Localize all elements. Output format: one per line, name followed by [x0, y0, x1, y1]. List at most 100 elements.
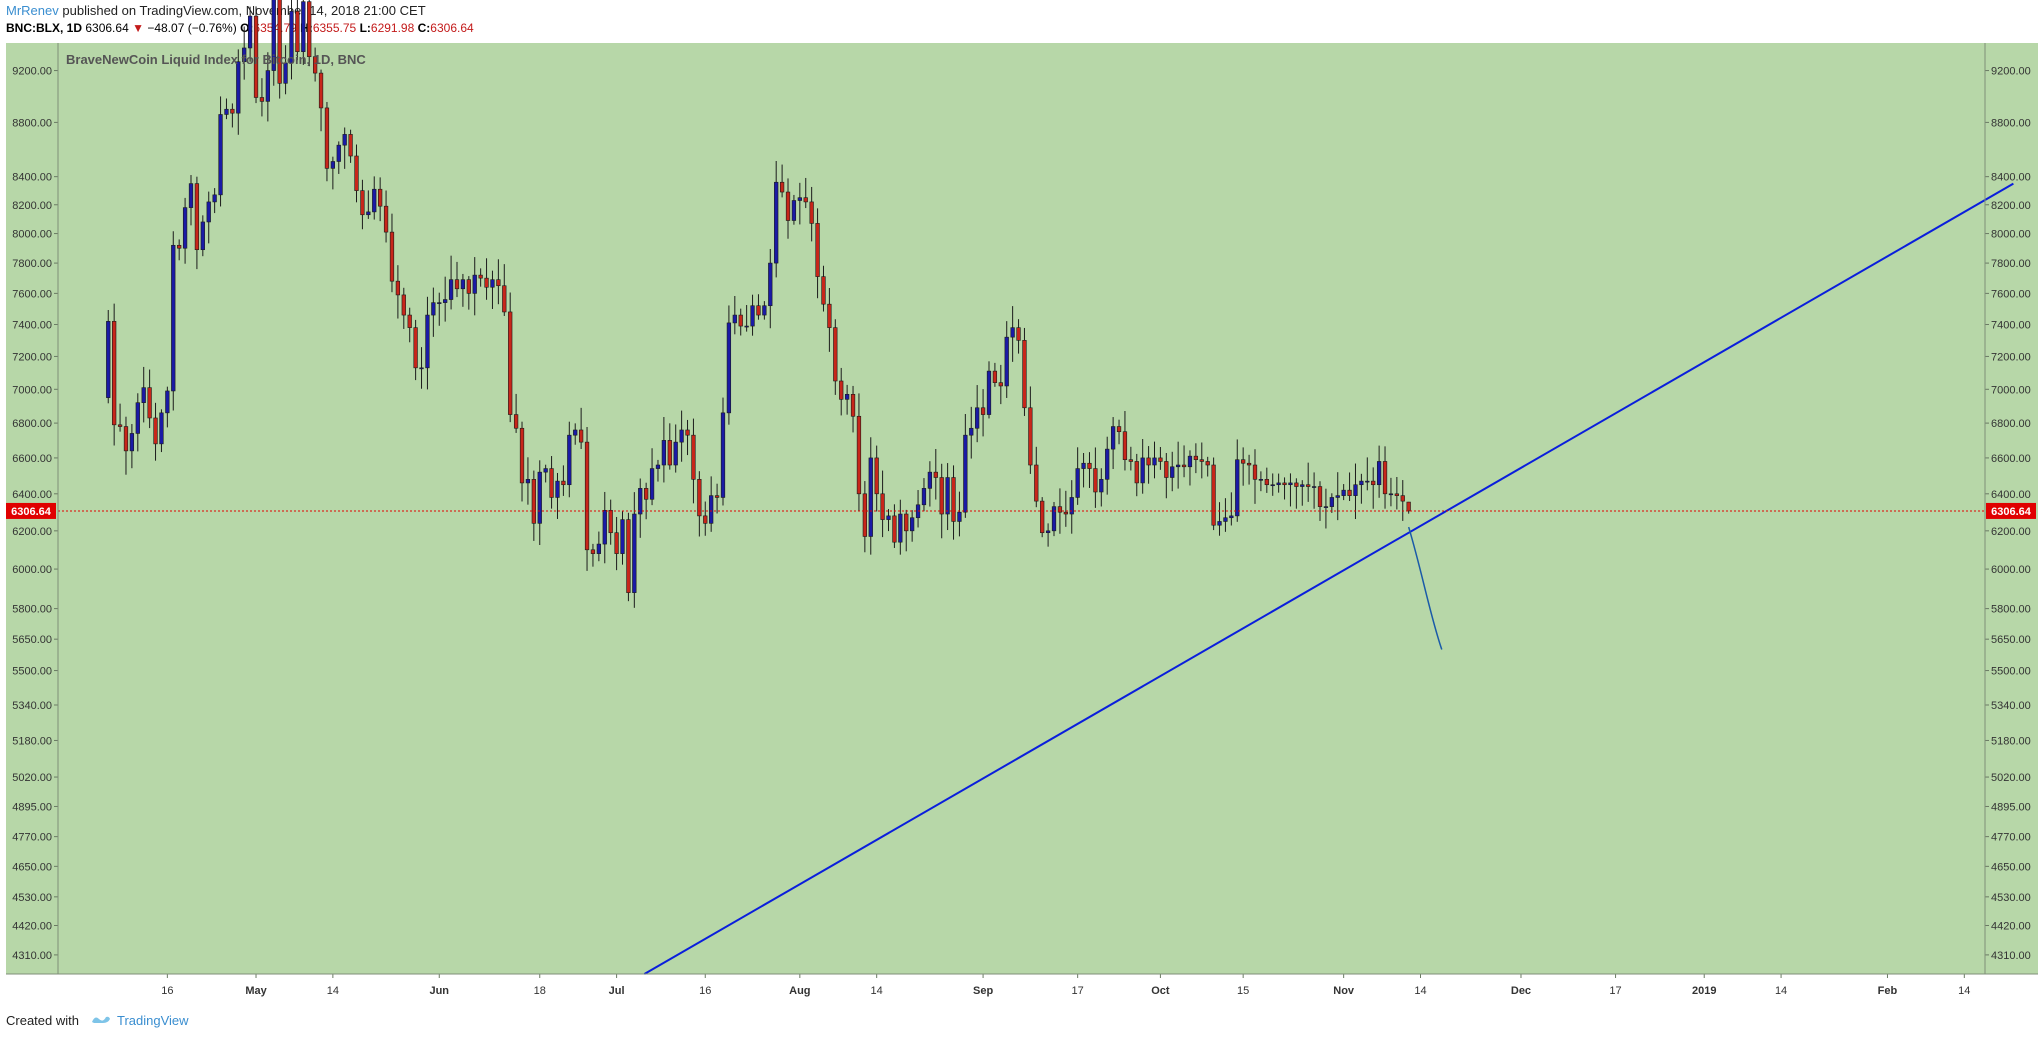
candle-body	[945, 477, 950, 515]
candle-body	[691, 434, 696, 480]
projection-curve	[1407, 526, 1443, 650]
y-tick-label: 4420.00	[12, 921, 52, 933]
x-tick-label: 16	[161, 985, 173, 997]
candles	[106, 0, 1411, 608]
y-tick-label: 7600.00	[12, 288, 52, 300]
candle-body	[774, 181, 779, 264]
candle-body	[685, 429, 690, 436]
y-tick-label: 8000.00	[12, 229, 52, 241]
candle-body	[218, 114, 223, 196]
candle-body	[1152, 457, 1157, 466]
candle-body	[472, 274, 477, 294]
candle-body	[939, 477, 944, 515]
y-tick-label: 6400.00	[12, 489, 52, 501]
author-link[interactable]: MrRenev	[6, 3, 59, 18]
candle-body	[720, 412, 726, 498]
y-tick-label: 6600.00	[1991, 453, 2031, 465]
candle-body	[171, 244, 176, 392]
candle-body	[827, 303, 832, 328]
y-tick-label: 4420.00	[1991, 921, 2031, 933]
candle-body	[797, 197, 802, 201]
y-tick-label: 7200.00	[12, 351, 52, 363]
x-tick-label: Nov	[1333, 985, 1355, 997]
candle-body	[803, 197, 808, 203]
candle-body	[265, 70, 270, 102]
x-tick-label: Dec	[1511, 985, 1531, 997]
time-axis[interactable]: 16 May 14 Jun 18 Jul 16 Aug 14 Sep 17 Oct 15 Nov 14 Dec…	[161, 974, 1970, 997]
candle-body	[1282, 482, 1287, 486]
candle-body	[519, 427, 525, 484]
candle-body	[1270, 484, 1275, 487]
candle-body	[904, 513, 909, 532]
y-tick-label: 8800.00	[12, 117, 52, 129]
x-tick-label: 16	[699, 985, 711, 997]
price-change: −48.07 (−0.76%)	[147, 21, 237, 35]
candle-body	[395, 280, 401, 296]
y-tick-label: 7000.00	[1991, 384, 2031, 396]
candle-body	[697, 479, 702, 517]
x-tick-label: May	[245, 985, 267, 997]
candle-body	[1045, 530, 1051, 534]
candle-body	[549, 468, 554, 498]
y-tick-label: 8200.00	[12, 200, 52, 212]
candle-body	[1329, 497, 1334, 507]
candle-body	[1199, 459, 1204, 462]
y-tick-label: 5800.00	[12, 604, 52, 616]
candle-body	[460, 279, 466, 290]
candle-body	[1087, 462, 1092, 469]
candle-body	[768, 262, 773, 307]
candle-body	[1110, 426, 1116, 450]
candle-body	[289, 10, 294, 64]
right-price-axis[interactable]: 9200.00 8800.00 8400.00 8200.00 8000.00 7800.…	[1985, 66, 2031, 962]
candle-body	[242, 47, 247, 63]
candle-body	[927, 471, 933, 489]
y-tick-label: 6400.00	[1991, 489, 2031, 501]
tradingview-link[interactable]: TradingView	[116, 1013, 189, 1028]
candle-body	[1069, 497, 1074, 515]
candle-body	[1288, 482, 1293, 486]
candle-body	[247, 15, 253, 49]
candle-body	[147, 387, 152, 419]
y-tick-label: 6800.00	[1991, 418, 2031, 430]
candle-body	[844, 394, 850, 400]
candle-body	[1223, 517, 1228, 522]
candle-body	[649, 468, 655, 500]
candle-body	[880, 493, 885, 520]
candle-body	[1276, 482, 1281, 486]
tradingview-logo-icon[interactable]	[91, 1013, 111, 1028]
candle-body	[348, 134, 353, 157]
candle-body	[667, 440, 672, 466]
candle-body	[318, 72, 324, 109]
y-tick-label: 6200.00	[1991, 526, 2031, 538]
candle-body	[963, 434, 968, 513]
candle-body	[1211, 464, 1216, 526]
candle-body	[1122, 431, 1128, 460]
candle-body	[354, 155, 359, 191]
candle-body	[1022, 340, 1027, 409]
x-tick-label: Jun	[429, 985, 449, 997]
candle-body	[975, 407, 980, 429]
x-tick-label: 15	[1237, 985, 1249, 997]
plot-area[interactable]	[6, 43, 2038, 974]
candle-body	[1034, 464, 1039, 502]
y-tick-label: 4770.00	[1991, 832, 2031, 844]
x-tick-label: 18	[534, 985, 546, 997]
y-tick-label: 4650.00	[1991, 861, 2031, 873]
candle-body	[277, 0, 282, 84]
candle-body	[839, 380, 844, 400]
left-price-axis[interactable]: 9200.00 8800.00 8400.00 8200.00 8000.00 7800.…	[12, 66, 58, 962]
y-tick-label: 8800.00	[1991, 117, 2031, 129]
y-tick-label: 6000.00	[12, 564, 52, 576]
candle-body	[543, 468, 548, 473]
y-tick-label: 6800.00	[12, 418, 52, 430]
y-tick-label: 8400.00	[1991, 172, 2031, 184]
y-tick-label: 4770.00	[12, 832, 52, 844]
y-tick-label: 5340.00	[1991, 700, 2031, 712]
low-label: L:	[359, 21, 371, 35]
candle-body	[407, 314, 412, 328]
candle-body	[496, 279, 501, 287]
x-tick-label: 17	[1072, 985, 1084, 997]
candle-body	[638, 488, 643, 515]
y-tick-label: 8400.00	[12, 172, 52, 184]
